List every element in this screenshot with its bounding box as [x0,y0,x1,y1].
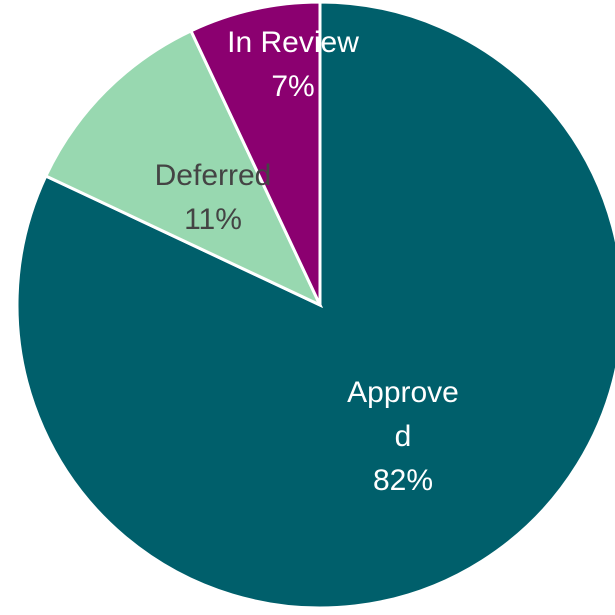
slice-name: Deferred [154,159,272,192]
slice-name: In Review [227,26,359,59]
slice-name: Approved [347,376,459,453]
slice-value: 11% [184,203,242,236]
slice-value: 7% [271,70,315,103]
slice-label: In Review 7% [93,21,493,109]
slice-value: 82% [372,464,434,497]
pie-slice [43,28,324,309]
slice-label: Deferred 11% [151,154,276,242]
pie-slice [188,0,322,306]
slice-label: Approved 82% [341,371,466,503]
pie-slice [15,0,615,610]
